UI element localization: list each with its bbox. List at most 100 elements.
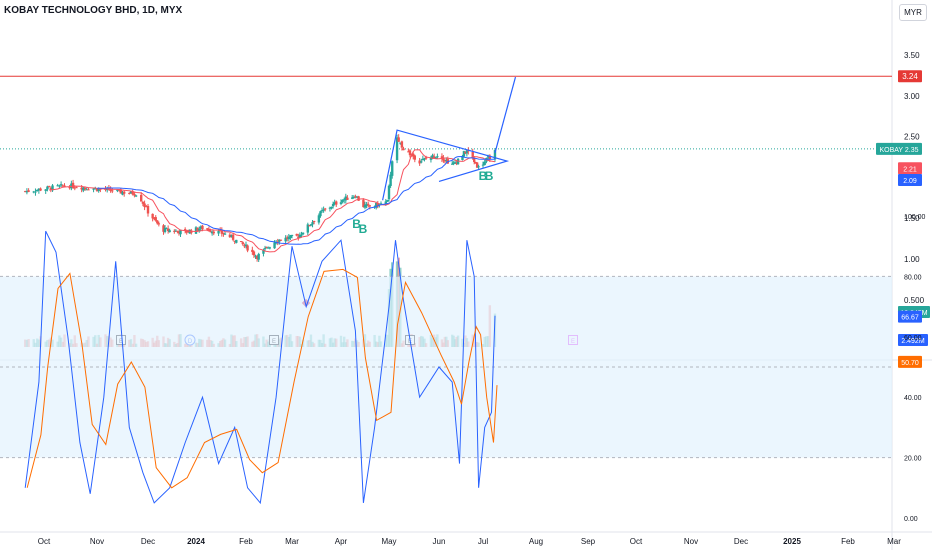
- candle: [465, 150, 469, 154]
- stoch-badge: [898, 310, 922, 323]
- candle: [49, 187, 53, 190]
- candle: [116, 189, 119, 191]
- candle: [152, 217, 156, 219]
- candle: [267, 247, 270, 249]
- candle: [295, 233, 298, 236]
- candle: [273, 242, 276, 249]
- candle: [212, 231, 215, 234]
- candle: [308, 225, 311, 227]
- candle: [183, 229, 187, 231]
- chart-title: KOBAY TECHNOLOGY BHD, 1D, MYX: [4, 5, 183, 16]
- candle: [386, 200, 389, 202]
- candle: [423, 158, 426, 160]
- candle: [351, 197, 354, 199]
- ma-fast-line: [48, 149, 496, 253]
- candle: [25, 191, 29, 193]
- candle: [475, 162, 479, 168]
- candle: [257, 253, 260, 260]
- candle: [68, 186, 71, 189]
- candle: [320, 210, 324, 212]
- candle: [268, 247, 271, 249]
- price-tick-label: 0.500: [904, 296, 925, 305]
- candle: [279, 239, 283, 241]
- candle: [37, 188, 41, 191]
- candle: [56, 185, 59, 187]
- candle: [129, 191, 133, 194]
- price-axis-badge: [876, 142, 922, 155]
- candle: [399, 142, 402, 144]
- candle: [421, 158, 425, 161]
- candle: [146, 205, 150, 214]
- candle: [206, 228, 209, 230]
- candle: [92, 188, 95, 190]
- candle: [262, 249, 265, 254]
- currency-button[interactable]: MYR: [899, 4, 927, 21]
- stoch-badge: [898, 355, 922, 368]
- candle: [166, 228, 170, 232]
- candle: [341, 200, 344, 202]
- stoch-badge-label: 66.67: [901, 315, 919, 322]
- candle: [389, 174, 392, 186]
- stoch-k-line: [24, 230, 496, 505]
- candle: [486, 156, 490, 158]
- candle: [335, 201, 338, 205]
- candle: [402, 148, 405, 151]
- candle: [322, 209, 325, 211]
- candle: [157, 223, 161, 225]
- candle: [407, 151, 410, 153]
- candle: [263, 248, 267, 250]
- price-tick-label: 1.50: [904, 214, 920, 223]
- candle: [80, 187, 83, 190]
- candle: [154, 217, 157, 221]
- candle: [251, 249, 254, 252]
- time-axis-label: 2025: [783, 537, 801, 546]
- candle: [317, 215, 321, 223]
- candle: [58, 185, 61, 187]
- candle: [312, 221, 316, 223]
- candle: [483, 161, 486, 165]
- candle: [481, 164, 485, 166]
- candle: [128, 192, 131, 194]
- candle: [455, 163, 458, 165]
- candle: [331, 203, 335, 207]
- candle: [488, 155, 492, 160]
- candle: [151, 213, 154, 219]
- candle: [376, 203, 379, 207]
- candle: [140, 194, 143, 202]
- time-axis: Oct Nov Dec 2024 Feb Mar Apr May Jun Jul Aug Sep Oct…: [38, 537, 901, 546]
- candle: [59, 184, 63, 186]
- candle: [174, 230, 178, 232]
- candle: [63, 185, 66, 187]
- ma-slow-line: [97, 155, 496, 245]
- candle: [165, 228, 168, 230]
- price-tick-label: 3.00: [904, 92, 920, 101]
- stoch-tick-label: 20.00: [904, 456, 922, 463]
- candle: [355, 196, 359, 198]
- candle: [323, 208, 327, 210]
- buy-signal-label: B: [479, 169, 488, 183]
- candle: [395, 137, 399, 161]
- candle: [162, 225, 165, 232]
- candle: [35, 189, 39, 191]
- stoch-tick-label: 100.00: [904, 214, 926, 221]
- candle: [420, 161, 423, 163]
- candle: [330, 206, 333, 209]
- time-axis-label: Feb: [841, 537, 855, 546]
- candle: [85, 189, 88, 191]
- candle: [477, 166, 480, 168]
- candle: [343, 199, 346, 201]
- candle: [391, 161, 394, 176]
- stoch-tick-label: 0.00: [904, 516, 918, 523]
- time-axis-label: Apr: [335, 537, 348, 546]
- candle: [346, 197, 349, 200]
- resistance-label: 3.24: [902, 72, 918, 81]
- buy-signal-label: B: [352, 217, 361, 231]
- candle: [367, 203, 370, 205]
- price-axis-badge-label: KOBAY 2.35: [879, 147, 918, 154]
- candle: [199, 226, 203, 229]
- candle: [233, 240, 236, 242]
- candle: [400, 141, 404, 148]
- breakout-projection: [494, 76, 517, 154]
- candle: [168, 230, 171, 233]
